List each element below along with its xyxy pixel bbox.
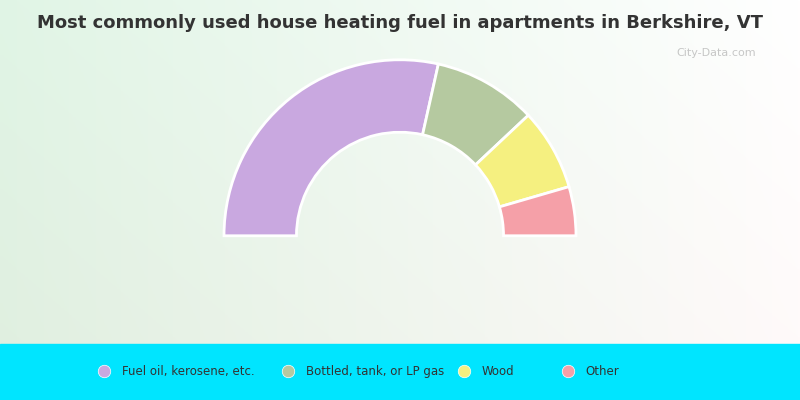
- Bar: [0, 344, 800, 400]
- Text: Fuel oil, kerosene, etc.: Fuel oil, kerosene, etc.: [122, 365, 254, 378]
- Wedge shape: [475, 115, 569, 207]
- Text: Other: Other: [586, 365, 619, 378]
- Wedge shape: [499, 187, 576, 236]
- Wedge shape: [224, 60, 438, 236]
- Text: Wood: Wood: [482, 365, 514, 378]
- Wedge shape: [422, 64, 528, 165]
- Text: Most commonly used house heating fuel in apartments in Berkshire, VT: Most commonly used house heating fuel in…: [37, 14, 763, 32]
- Text: Bottled, tank, or LP gas: Bottled, tank, or LP gas: [306, 365, 444, 378]
- Text: City-Data.com: City-Data.com: [676, 48, 756, 58]
